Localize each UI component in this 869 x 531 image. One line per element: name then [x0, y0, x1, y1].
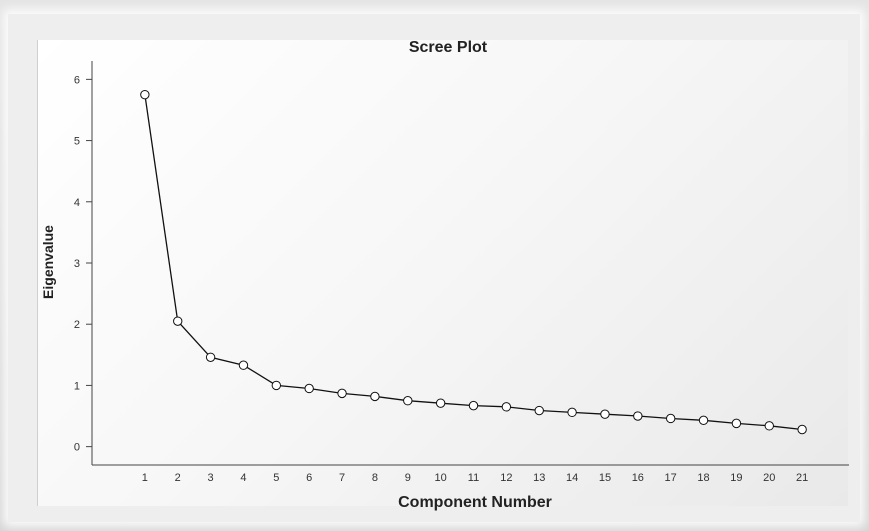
x-tick-label: 11	[468, 472, 479, 484]
data-point	[403, 396, 413, 406]
data-point	[435, 398, 446, 408]
x-tick-label: 4	[240, 472, 246, 484]
data-point	[304, 383, 314, 394]
x-tick-label: 7	[339, 472, 345, 484]
y-tick-label: 6	[74, 74, 80, 86]
x-tick-label: 6	[306, 472, 312, 484]
data-point	[501, 402, 512, 412]
chart-title: Scree Plot	[409, 39, 488, 56]
x-axis-title: Component Number	[398, 494, 552, 511]
data-point	[173, 316, 183, 326]
x-tick-label: 12	[500, 472, 512, 484]
x-tick-label: 5	[273, 472, 279, 484]
y-tick-label: 4	[74, 197, 80, 209]
x-tick-label: 14	[566, 472, 578, 484]
data-point	[534, 405, 544, 416]
data-point	[797, 424, 807, 435]
x-tick-label: 10	[435, 472, 447, 484]
data-point	[238, 360, 249, 370]
data-point	[205, 352, 216, 362]
data-point	[764, 421, 774, 431]
x-tick-label: 1	[142, 472, 148, 484]
x-tick-label: 19	[730, 472, 742, 484]
x-tick-label: 9	[405, 472, 411, 484]
data-point	[271, 380, 282, 391]
x-tick-label: 20	[763, 472, 775, 484]
x-tick-label: 13	[533, 472, 545, 484]
data-point	[337, 388, 347, 399]
x-tick-label: 16	[632, 472, 644, 484]
x-tick-label: 3	[208, 472, 214, 484]
y-tick-label: 5	[74, 136, 80, 148]
x-tick-label: 8	[372, 472, 378, 484]
x-tick-label: 21	[796, 472, 808, 484]
data-point	[698, 415, 709, 426]
plot-background	[37, 40, 848, 506]
data-point	[567, 407, 577, 418]
data-point	[731, 418, 742, 429]
x-tick-label: 15	[599, 472, 611, 484]
data-point	[633, 411, 643, 421]
x-tick-label: 17	[665, 472, 677, 484]
y-tick-label: 1	[74, 380, 80, 392]
x-tick-label: 18	[697, 472, 709, 484]
y-tick-label: 2	[74, 319, 80, 331]
y-axis-title: Eigenvalue	[40, 225, 56, 299]
data-point	[140, 89, 150, 100]
series-line	[144, 94, 803, 431]
y-tick-label: 0	[74, 442, 80, 454]
data-point	[370, 391, 380, 402]
data-point	[600, 409, 610, 419]
series	[140, 89, 807, 435]
y-tick-label: 3	[74, 258, 80, 270]
data-point	[468, 400, 479, 411]
data-point	[665, 413, 676, 424]
x-tick-label: 2	[175, 472, 181, 484]
